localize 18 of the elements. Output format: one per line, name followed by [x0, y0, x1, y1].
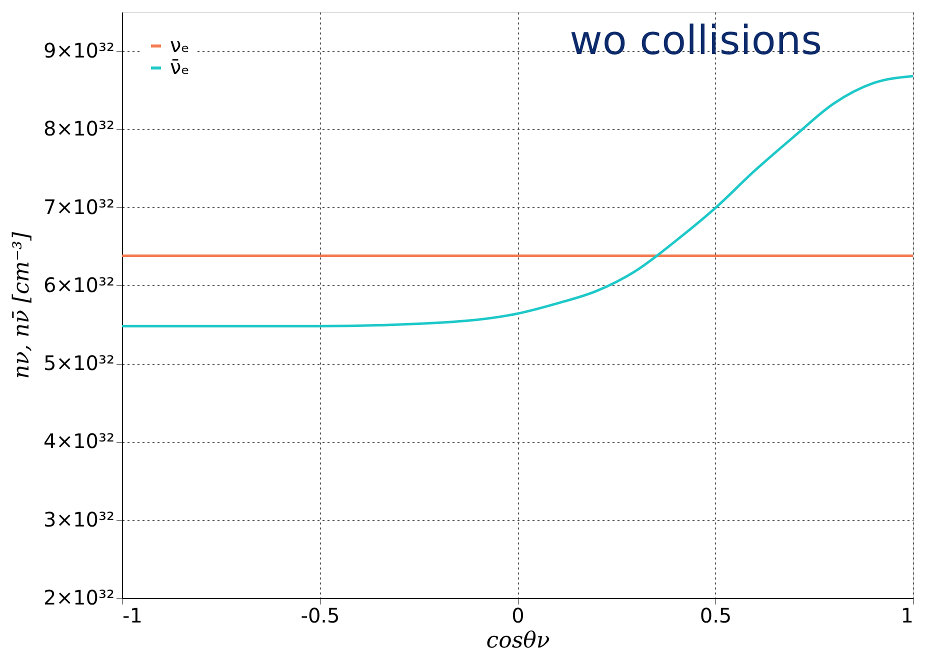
x-axis-title: cosθν: [486, 628, 550, 654]
y-tick-label: 5×10³²: [44, 351, 114, 376]
y-tick-label: 2×10³²: [44, 586, 114, 610]
y-axis-title: nν, nν̄ [cm⁻³]: [10, 232, 35, 379]
annotation: wo collisions: [570, 18, 822, 64]
x-tick-label: 0: [512, 604, 524, 628]
x-tick-label: 1: [900, 604, 914, 628]
y-tick-label: 9×10³²: [44, 38, 114, 63]
x-tick-label: -1: [122, 604, 142, 628]
y-tick-label: 7×10³²: [44, 194, 114, 219]
y-tick-label: 6×10³²: [44, 272, 114, 297]
y-tick-label: 4×10³²: [44, 429, 114, 454]
legend-label: ν̄ₑ: [170, 55, 190, 79]
y-tick-label: 3×10³²: [44, 507, 114, 532]
y-tick-label: 8×10³²: [44, 116, 114, 141]
legend-label: νₑ: [170, 33, 190, 57]
x-tick-label: -0.5: [300, 604, 340, 628]
x-tick-label: 0.5: [700, 604, 732, 628]
